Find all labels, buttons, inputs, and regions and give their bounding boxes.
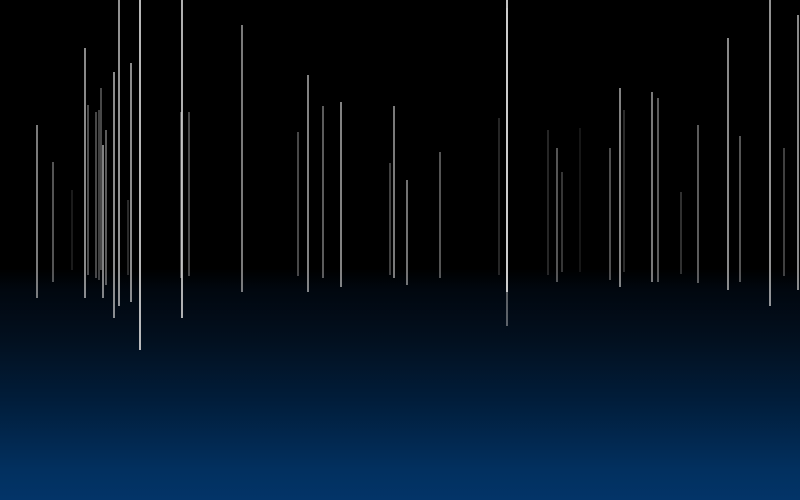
night-scene — [0, 0, 800, 500]
light-streaks — [36, 0, 799, 350]
